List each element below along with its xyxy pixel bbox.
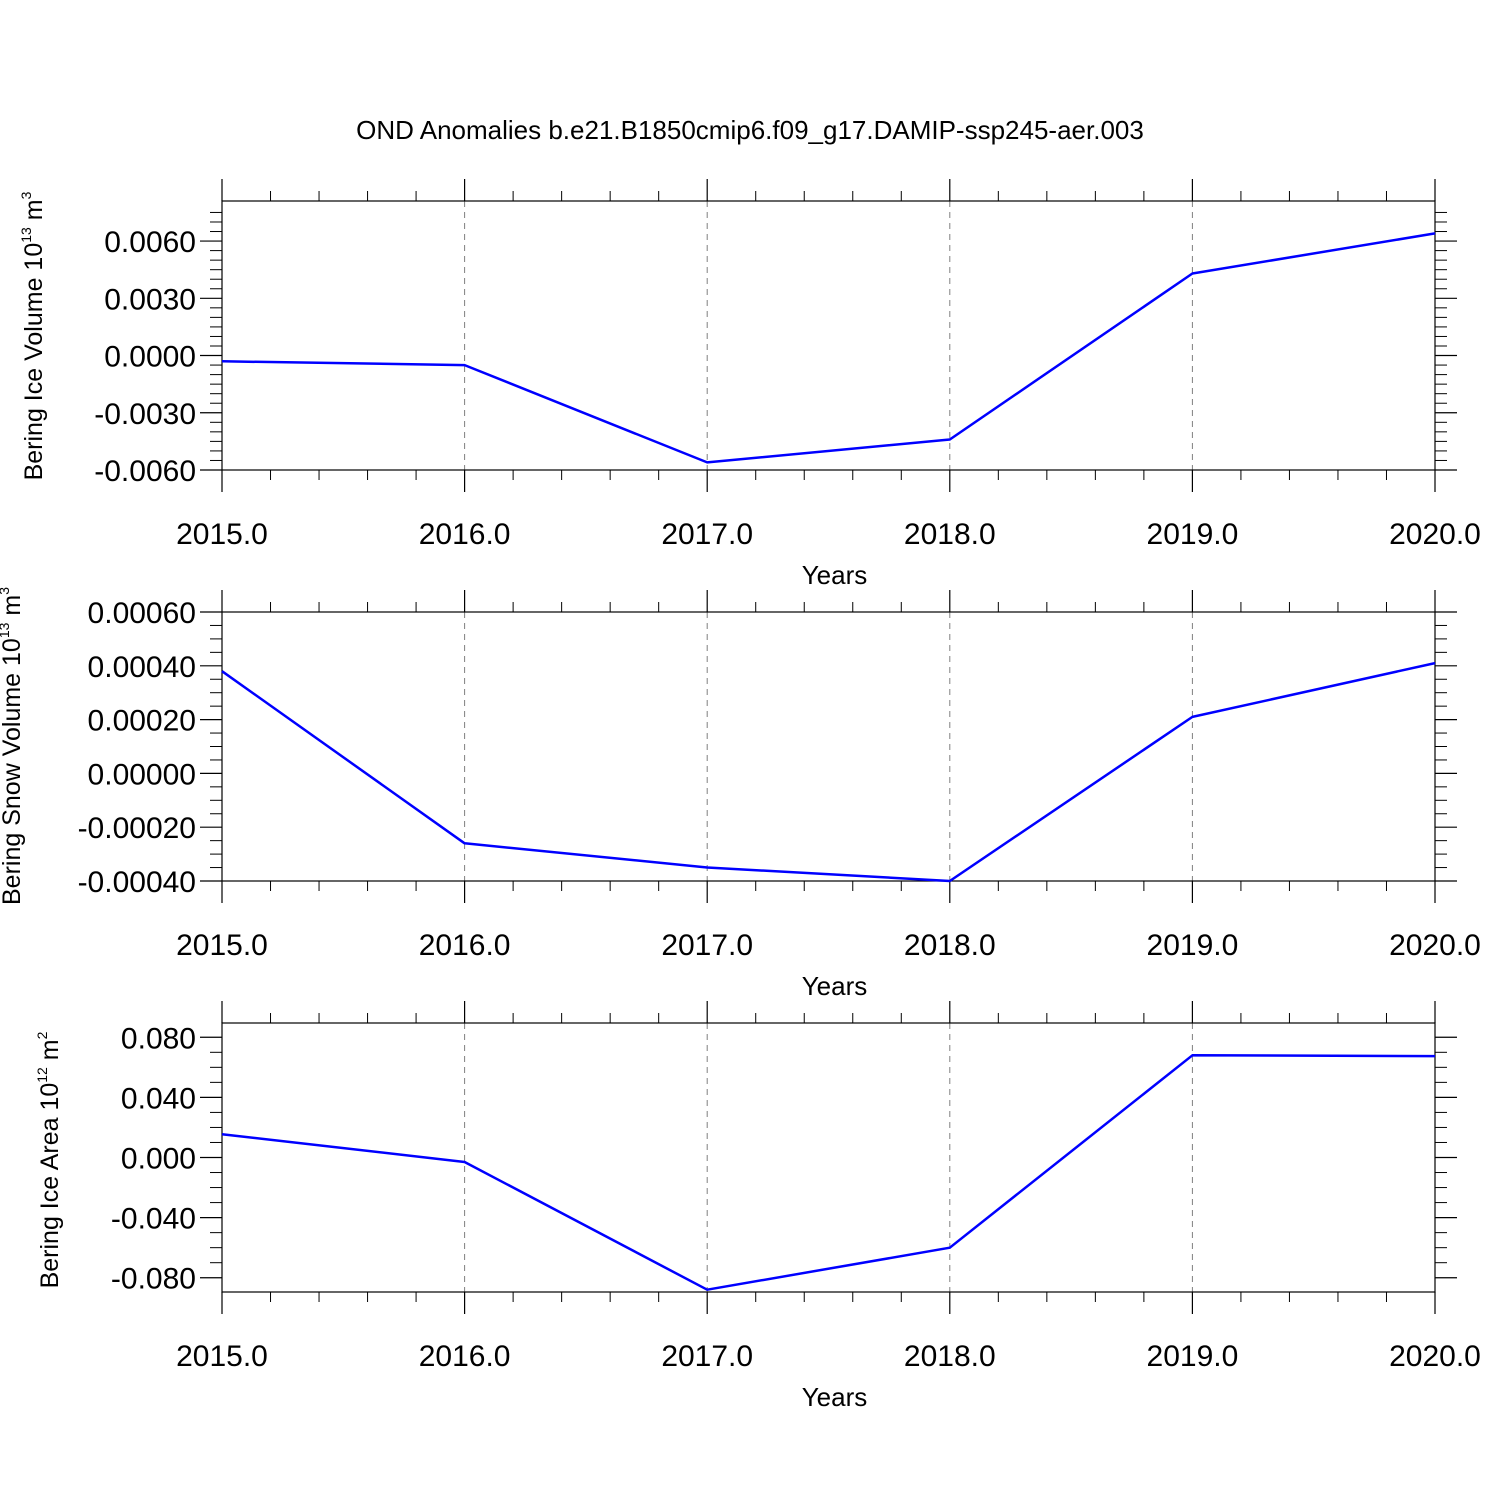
x-tick-label: 2017.0 xyxy=(661,929,753,962)
figure-title: OND Anomalies b.e21.B1850cmip6.f09_g17.D… xyxy=(356,115,1144,145)
y-axis-label-sup1: 13 xyxy=(0,622,12,638)
x-tick-label: 2019.0 xyxy=(1147,929,1239,962)
y-tick-label: -0.080 xyxy=(111,1263,196,1296)
x-tick-label: 2016.0 xyxy=(419,929,511,962)
y-axis-label-sup2: 3 xyxy=(0,587,12,595)
y-axis-label-text: Bering Ice Area 10 xyxy=(36,1083,64,1289)
y-axis-label-mid: m xyxy=(0,595,26,623)
x-tick-label: 2017.0 xyxy=(661,518,753,551)
x-tick-label: 2018.0 xyxy=(904,1340,996,1373)
x-tick-label: 2020.0 xyxy=(1389,518,1481,551)
y-tick-label: -0.00040 xyxy=(78,866,196,899)
y-tick-label: 0.000 xyxy=(121,1143,196,1176)
y-tick-label: 0.040 xyxy=(121,1082,196,1115)
x-tick-label: 2015.0 xyxy=(176,1340,268,1373)
y-axis-label-sup1: 12 xyxy=(34,1067,50,1083)
x-axis-label: Years xyxy=(802,971,868,1001)
y-tick-label: 0.00040 xyxy=(88,651,196,684)
y-tick-label: 0.0060 xyxy=(104,226,196,259)
y-axis-label-sup1: 13 xyxy=(18,227,34,243)
y-tick-label: 0.00020 xyxy=(88,705,196,738)
y-axis-label-mid: m xyxy=(36,1039,64,1067)
y-tick-label: 0.00060 xyxy=(88,597,196,630)
x-tick-label: 2020.0 xyxy=(1389,929,1481,962)
x-tick-label: 2017.0 xyxy=(661,1340,753,1373)
y-axis-label-text: Bering Snow Volume 10 xyxy=(0,638,26,905)
y-tick-label: 0.0000 xyxy=(104,341,196,374)
y-tick-label: 0.00000 xyxy=(88,758,196,791)
x-tick-label: 2016.0 xyxy=(419,518,511,551)
x-tick-label: 2015.0 xyxy=(176,518,268,551)
x-tick-label: 2020.0 xyxy=(1389,1340,1481,1373)
y-axis-label-sup2: 2 xyxy=(34,1031,50,1039)
y-axis-label-mid: m xyxy=(20,199,48,227)
x-axis-label: Years xyxy=(802,1382,868,1412)
x-tick-label: 2018.0 xyxy=(904,929,996,962)
y-tick-label: -0.00020 xyxy=(78,812,196,845)
x-tick-label: 2018.0 xyxy=(904,518,996,551)
x-tick-label: 2015.0 xyxy=(176,929,268,962)
y-tick-label: -0.040 xyxy=(111,1203,196,1236)
y-axis-label-sup2: 3 xyxy=(18,191,34,199)
x-tick-label: 2019.0 xyxy=(1147,1340,1239,1373)
y-tick-label: 0.0030 xyxy=(104,283,196,316)
x-tick-label: 2019.0 xyxy=(1147,518,1239,551)
y-tick-label: 0.080 xyxy=(121,1022,196,1055)
y-tick-label: -0.0060 xyxy=(94,455,196,488)
x-axis-label: Years xyxy=(802,560,868,590)
y-axis-label-text: Bering Ice Volume 10 xyxy=(20,243,48,481)
x-tick-label: 2016.0 xyxy=(419,1340,511,1373)
y-tick-label: -0.0030 xyxy=(94,398,196,431)
